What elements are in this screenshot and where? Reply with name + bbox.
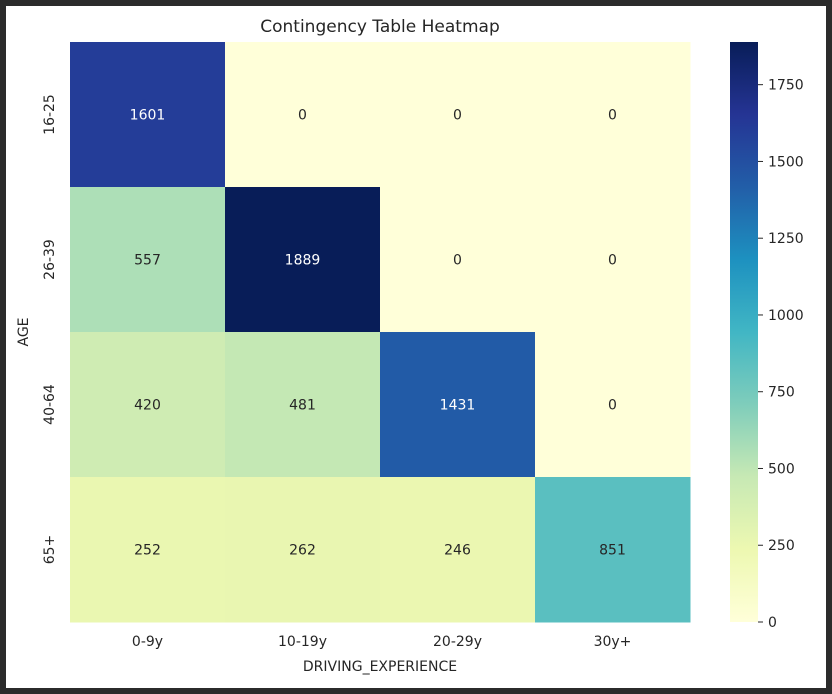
cell-value-label: 262 (289, 543, 316, 559)
heatmap-cell (535, 187, 691, 333)
colorbar-tick-label: 1750 (768, 78, 804, 94)
heatmap-cell (380, 187, 536, 333)
heatmap-cell (70, 187, 226, 333)
heatmap-cell (380, 477, 536, 623)
colorbar: 0 250 500 750 1000 1250 1500 1750 (730, 42, 804, 631)
heatmap-cells: 1601 0 0 0 557 1889 0 0 420 481 1431 0 252 262 246 851 (70, 42, 691, 623)
cell-value-label: 1601 (130, 108, 166, 124)
y-axis-ticks: 16-25 26-39 40-64 65+ (42, 94, 58, 564)
heatmap-cell (70, 42, 226, 188)
cell-value-label: 0 (298, 108, 307, 124)
y-tick-label: 40-64 (42, 384, 58, 425)
heatmap-cell (380, 42, 536, 188)
cell-value-label: 851 (599, 543, 626, 559)
x-tick-label: 30y+ (594, 634, 632, 650)
cell-value-label: 0 (608, 108, 617, 124)
colorbar-tick-label: 750 (768, 385, 795, 401)
y-tick-label: 26-39 (42, 239, 58, 280)
cell-value-label: 0 (453, 108, 462, 124)
y-axis-title: AGE (16, 317, 32, 346)
chart-canvas: Contingency Table Heatmap 1601 0 0 0 557 1889… (6, 6, 826, 688)
cell-value-label: 252 (134, 543, 161, 559)
cell-value-label: 557 (134, 253, 161, 269)
x-axis-ticks: 0-9y 10-19y 20-29y 30y+ (132, 634, 632, 650)
colorbar-tick-label: 500 (768, 461, 795, 477)
colorbar-tick-label: 0 (768, 615, 777, 631)
cell-value-label: 481 (289, 398, 316, 414)
heatmap-cell (535, 477, 691, 623)
heatmap-cell (225, 332, 381, 478)
colorbar-tick-label: 250 (768, 538, 795, 554)
colorbar-tick-label: 1250 (768, 231, 804, 247)
x-tick-label: 10-19y (278, 634, 327, 650)
x-tick-label: 0-9y (132, 634, 163, 650)
cell-value-label: 1431 (440, 398, 476, 414)
chart-title: Contingency Table Heatmap (260, 17, 500, 37)
cell-value-label: 1889 (285, 253, 321, 269)
x-tick-label: 20-29y (433, 634, 482, 650)
heatmap-cell (535, 42, 691, 188)
cell-value-label: 0 (608, 398, 617, 414)
heatmap-cell (70, 332, 226, 478)
heatmap-cell (225, 42, 381, 188)
cell-value-label: 246 (444, 543, 471, 559)
heatmap-cell (70, 477, 226, 623)
colorbar-ticks: 0 250 500 750 1000 1250 1500 1750 (758, 78, 804, 631)
heatmap-cell (380, 332, 536, 478)
colorbar-tick-label: 1000 (768, 308, 804, 324)
heatmap-cell (535, 332, 691, 478)
cell-value-label: 0 (608, 253, 617, 269)
colorbar-tick-label: 1500 (768, 154, 804, 170)
colorbar-gradient (730, 42, 758, 622)
cell-value-label: 0 (453, 253, 462, 269)
y-tick-label: 16-25 (42, 94, 58, 135)
heatmap-cell (225, 187, 381, 333)
x-axis-title: DRIVING_EXPERIENCE (303, 659, 457, 675)
heatmap-cell (225, 477, 381, 623)
cell-value-label: 420 (134, 398, 161, 414)
y-tick-label: 65+ (42, 535, 58, 565)
heatmap-chart: Contingency Table Heatmap 1601 0 0 0 557 1889… (16, 17, 804, 675)
